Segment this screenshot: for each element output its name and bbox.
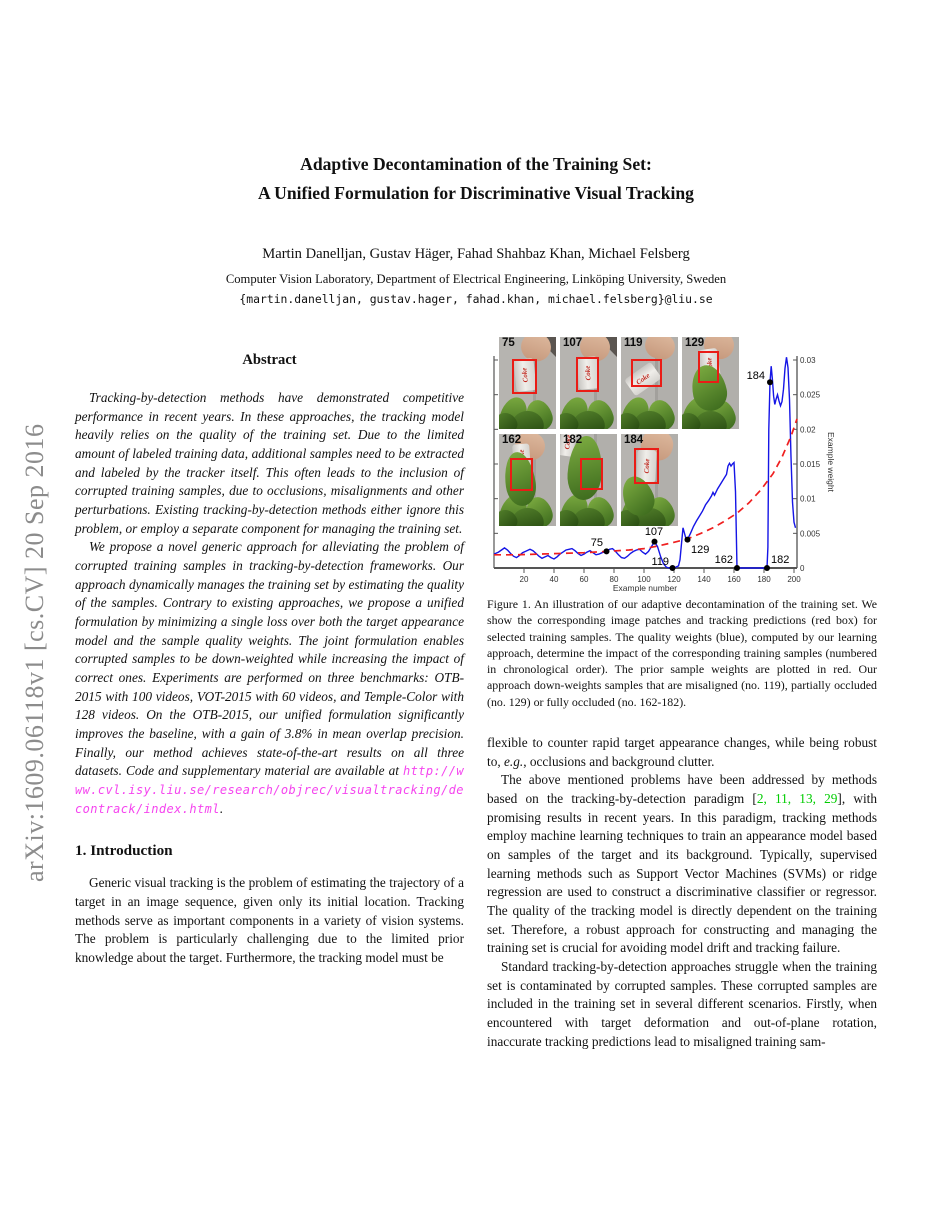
tracking-prediction-box — [580, 458, 603, 490]
x-axis-label: Example number — [613, 583, 677, 592]
sample-marker-label: 162 — [715, 554, 733, 566]
y-tick-label: 0.015 — [800, 460, 821, 469]
p1-text-b: , occlusions and background clutter. — [523, 753, 715, 769]
quality-weight-curve — [493, 357, 797, 569]
citation-refs[interactable]: 2, 11, 13, 29 — [756, 791, 838, 807]
patch-frame-number: 184 — [624, 434, 644, 446]
arxiv-stamp: arXiv:1609.06118v1 [cs.CV] 20 Sep 2016 — [20, 423, 49, 882]
sample-marker — [767, 379, 773, 386]
training-sample-patch: Coke129 — [682, 337, 739, 429]
sample-marker — [684, 536, 691, 543]
tracking-prediction-box — [576, 357, 599, 392]
tracking-prediction-box — [631, 359, 662, 387]
patch-frame-number: 162 — [502, 434, 522, 446]
figure-1: 20 40 60 80 100 120 140 160 180 200 0 0.005 0.01 0.01… — [487, 330, 877, 592]
x-tick-label: 160 — [727, 575, 741, 584]
tracking-prediction-box — [698, 351, 719, 383]
x-tick-label: 40 — [550, 575, 559, 584]
patch-frame-number: 75 — [502, 337, 515, 349]
x-tick-label: 140 — [697, 575, 711, 584]
abstract-p2-period: . — [219, 800, 224, 816]
p1-eg-italic: e.g. — [504, 753, 524, 769]
p1-text-a: flexible to counter rapid target appeara… — [487, 735, 877, 769]
abstract-heading: Abstract — [242, 352, 297, 368]
patch-frame-number: 119 — [624, 337, 643, 349]
tracking-prediction-box — [510, 458, 533, 491]
figure-1-caption: Figure 1. An illustration of our adaptiv… — [487, 597, 877, 709]
y-tick-label: 0.03 — [800, 356, 816, 365]
title-line-1: Adaptive Decontamination of the Training… — [300, 154, 652, 174]
sample-marker — [651, 538, 658, 545]
p2-text-b: ], with promising results in recent year… — [487, 791, 877, 956]
patch-frame-number: 182 — [563, 434, 583, 446]
y-tick-label: 0.005 — [800, 529, 821, 538]
body-paragraph-3: Standard tracking-by-detection approache… — [487, 959, 877, 1049]
sample-marker — [764, 565, 770, 571]
y-tick-label: 0.02 — [800, 425, 816, 434]
example-weight-plot: 20 40 60 80 100 120 140 160 180 200 0 0.005 0.01 0.01… — [493, 356, 836, 592]
sample-marker-label: 182 — [771, 554, 789, 566]
training-sample-patch: Coke 184 — [621, 434, 678, 526]
authors-line: Martin Danelljan, Gustav Häger, Fahad Sh… — [262, 246, 690, 262]
project-url-link[interactable]: http://www.cvl.isy.liu.se/research/objre… — [75, 764, 464, 816]
body-paragraph-1: flexible to counter rapid target appeara… — [487, 734, 877, 771]
emails-line: {martin.danelljan, gustav.hager, fahad.k… — [239, 292, 713, 306]
y-tick-label: 0.01 — [800, 495, 816, 504]
page-title: Adaptive Decontamination of the Training… — [75, 150, 877, 207]
training-sample-patch: Coke 182 — [560, 434, 617, 526]
x-tick-label: 60 — [580, 575, 589, 584]
tracking-prediction-box — [512, 359, 537, 394]
training-sample-patch: Coke 107 — [560, 337, 617, 429]
training-sample-patch: Coke 75 — [499, 337, 556, 429]
x-tick-label: 120 — [667, 575, 681, 584]
section-heading-introduction: 1. Introduction — [75, 842, 173, 860]
training-sample-patch: Coke162 — [499, 434, 556, 526]
sample-marker-label: 119 — [651, 556, 669, 568]
y-tick-label: 0 — [800, 564, 805, 573]
x-tick-label: 80 — [610, 575, 619, 584]
patch-frame-number: 129 — [685, 337, 705, 349]
tracking-prediction-box — [634, 448, 659, 484]
x-tick-label: 200 — [787, 575, 801, 584]
p2-text-a: The above mentioned problems have been a… — [487, 772, 877, 807]
abstract-p2-text: We propose a novel generic approach for … — [75, 539, 464, 779]
sample-marker-label: 129 — [691, 544, 709, 556]
abstract-paragraph-2: We propose a novel generic approach for … — [75, 538, 464, 818]
x-tick-label: 100 — [637, 575, 651, 584]
intro-paragraph-1: Generic visual tracking is the problem o… — [75, 875, 464, 966]
left-column: Abstract Tracking-by-detection methods h… — [75, 352, 464, 968]
right-column: 20 40 60 80 100 120 140 160 180 200 0 0.005 0.01 0.01… — [487, 330, 877, 1052]
affiliation-line: Computer Vision Laboratory, Department o… — [225, 272, 727, 286]
sample-marker-label: 184 — [747, 370, 765, 382]
training-sample-patch: Coke 119 — [621, 337, 678, 429]
patch-frame-number: 107 — [563, 337, 583, 349]
x-tick-label: 20 — [520, 575, 529, 584]
body-paragraph-2: The above mentioned problems have been a… — [487, 771, 877, 958]
y-tick-label: 0.025 — [800, 391, 821, 400]
x-tick-label: 180 — [757, 575, 771, 584]
sample-marker — [669, 565, 676, 571]
y-axis-label: Example weight — [826, 432, 836, 493]
sample-marker-label: 107 — [645, 526, 663, 538]
sample-marker-label: 75 — [591, 537, 603, 549]
sample-marker — [734, 565, 740, 571]
sample-marker — [603, 548, 610, 555]
abstract-paragraph-1: Tracking-by-detection methods have demon… — [75, 390, 464, 536]
title-line-2: A Unified Formulation for Discriminative… — [258, 182, 694, 203]
